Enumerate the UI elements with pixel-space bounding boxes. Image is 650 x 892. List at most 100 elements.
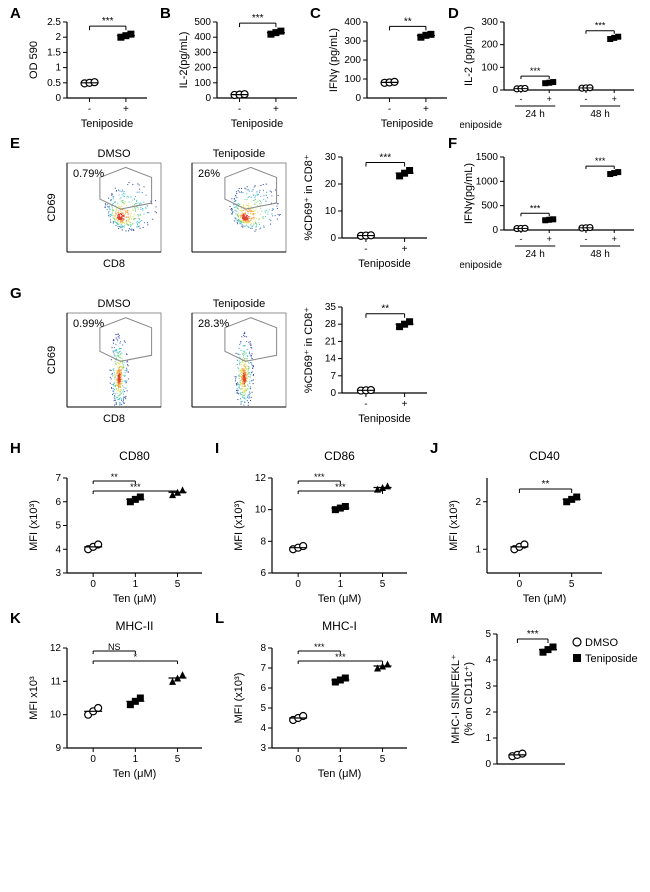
svg-text:0: 0 xyxy=(492,225,498,236)
svg-text:400: 400 xyxy=(194,32,211,43)
svg-text:10: 10 xyxy=(50,710,62,721)
svg-text:14: 14 xyxy=(325,354,337,365)
svg-text:Teniposide: Teniposide xyxy=(585,653,638,665)
svg-text:8: 8 xyxy=(260,643,266,654)
svg-text:9: 9 xyxy=(55,743,61,754)
svg-text:***: *** xyxy=(527,629,539,640)
svg-text:10: 10 xyxy=(255,505,267,516)
svg-text:+: + xyxy=(423,104,429,115)
svg-text:0: 0 xyxy=(330,388,336,399)
svg-text:MFI (x10³): MFI (x10³) xyxy=(233,500,245,551)
figure-container: A B C D E F G H I J K L M 00.511.522.5-+… xyxy=(0,0,650,892)
panel-e-quant-chart: 0102030-+***%CD69⁺ in CD8⁺Teniposide xyxy=(300,145,435,270)
svg-text:0: 0 xyxy=(90,754,96,765)
svg-text:CD86: CD86 xyxy=(324,450,355,463)
svg-text:48 h: 48 h xyxy=(590,249,609,260)
svg-text:**: ** xyxy=(111,472,119,482)
svg-text:+: + xyxy=(612,234,617,244)
svg-text:5: 5 xyxy=(569,579,575,590)
svg-text:MHC-I: MHC-I xyxy=(322,620,357,633)
svg-text:7: 7 xyxy=(260,663,266,674)
svg-text:0: 0 xyxy=(295,754,301,765)
svg-text:0.99%: 0.99% xyxy=(73,318,104,330)
svg-text:400: 400 xyxy=(344,17,361,28)
svg-text:MFI (x10³): MFI (x10³) xyxy=(233,673,245,724)
svg-text:28.3%: 28.3% xyxy=(198,318,229,330)
panel-g-flow-dmso: 0.99%DMSOCD69CD8 xyxy=(45,295,165,425)
svg-text:+: + xyxy=(123,104,129,115)
svg-text:%CD69⁺ in CD8⁺: %CD69⁺ in CD8⁺ xyxy=(303,154,315,240)
svg-text:-: - xyxy=(519,234,522,244)
svg-text:0: 0 xyxy=(492,85,498,96)
panel-g-flow-teniposide: 28.3%Teniposide xyxy=(170,295,290,425)
svg-text:3: 3 xyxy=(260,743,266,754)
svg-text:***: *** xyxy=(530,66,541,76)
svg-text:+: + xyxy=(547,234,552,244)
svg-text:2: 2 xyxy=(55,32,61,43)
panel-c-chart: 0100200300400-+**IFNγ (pg/mL)Teniposide xyxy=(325,10,455,130)
panel-e-flow-teniposide: 26% Teniposide xyxy=(170,145,290,270)
panel-d-chart: 0100200300-+24 h***-+48 h***IL-2 (pg/mL)… xyxy=(460,10,640,130)
svg-text:2: 2 xyxy=(475,497,481,508)
svg-text:21: 21 xyxy=(325,336,337,347)
svg-text:-: - xyxy=(584,94,587,104)
svg-text:IFNγ (pg/mL): IFNγ (pg/mL) xyxy=(328,28,340,92)
svg-text:Ten (μM): Ten (μM) xyxy=(318,593,362,605)
svg-text:-: - xyxy=(364,399,367,410)
svg-text:***: *** xyxy=(595,21,606,31)
svg-text:CD8: CD8 xyxy=(103,258,125,270)
svg-text:%CD69⁺ in CD8⁺: %CD69⁺ in CD8⁺ xyxy=(303,307,315,393)
svg-text:-: - xyxy=(519,94,522,104)
panel-k-chart: 9101112015NS*MFI x10³Ten (μM)MHC-II xyxy=(25,620,210,780)
panel-label-k: K xyxy=(10,610,21,627)
svg-text:28: 28 xyxy=(325,319,337,330)
panel-label-i: I xyxy=(215,440,219,457)
svg-text:***: *** xyxy=(102,16,114,27)
svg-text:Teniposide: Teniposide xyxy=(460,120,502,130)
svg-text:6: 6 xyxy=(260,568,266,579)
svg-text:26%: 26% xyxy=(198,168,220,180)
svg-text:1: 1 xyxy=(338,579,344,590)
svg-text:OD 590: OD 590 xyxy=(28,41,40,79)
panel-b-chart: 0100200300400500-+***IL-2(pg/mL)Teniposi… xyxy=(175,10,305,130)
svg-text:-: - xyxy=(388,104,391,115)
svg-text:-: - xyxy=(238,104,241,115)
panel-label-g: G xyxy=(10,285,22,302)
svg-text:4: 4 xyxy=(485,655,491,666)
svg-text:MFI (x10³): MFI (x10³) xyxy=(448,500,460,551)
svg-text:Ten (μM): Ten (μM) xyxy=(113,593,157,605)
svg-text:Teniposide: Teniposide xyxy=(81,118,134,130)
svg-text:***: *** xyxy=(335,482,346,492)
svg-text:200: 200 xyxy=(481,40,498,51)
svg-text:-: - xyxy=(584,234,587,244)
svg-text:1: 1 xyxy=(485,733,491,744)
svg-text:***: *** xyxy=(314,642,325,652)
svg-text:Ten (μM): Ten (μM) xyxy=(318,768,362,780)
svg-text:+: + xyxy=(402,244,408,255)
svg-text:300: 300 xyxy=(194,47,211,58)
svg-text:MFI x10³: MFI x10³ xyxy=(28,676,40,720)
svg-text:5: 5 xyxy=(380,579,386,590)
svg-text:Teniposide: Teniposide xyxy=(358,258,411,270)
svg-text:1: 1 xyxy=(338,754,344,765)
svg-text:**: ** xyxy=(404,16,412,27)
panel-label-m: M xyxy=(430,610,443,627)
svg-text:Teniposide: Teniposide xyxy=(231,118,284,130)
svg-text:Teniposide: Teniposide xyxy=(213,148,266,160)
svg-text:CD69: CD69 xyxy=(46,346,58,374)
svg-text:***: *** xyxy=(595,156,606,166)
svg-text:+: + xyxy=(547,94,552,104)
svg-text:***: *** xyxy=(252,13,264,24)
svg-text:12: 12 xyxy=(50,643,62,654)
svg-text:1.5: 1.5 xyxy=(47,47,61,58)
svg-text:300: 300 xyxy=(344,36,361,47)
svg-text:1: 1 xyxy=(133,754,139,765)
svg-text:0: 0 xyxy=(90,579,96,590)
svg-text:IL-2 (pg/mL): IL-2 (pg/mL) xyxy=(463,26,475,86)
svg-text:MHC-I SIINFEKL⁺: MHC-I SIINFEKL⁺ xyxy=(450,654,462,744)
svg-text:20: 20 xyxy=(325,179,337,190)
svg-text:CD40: CD40 xyxy=(529,450,560,463)
panel-label-e: E xyxy=(10,135,20,152)
panel-a-chart: 00.511.522.5-+***OD 590Teniposide xyxy=(25,10,155,130)
svg-text:200: 200 xyxy=(344,55,361,66)
